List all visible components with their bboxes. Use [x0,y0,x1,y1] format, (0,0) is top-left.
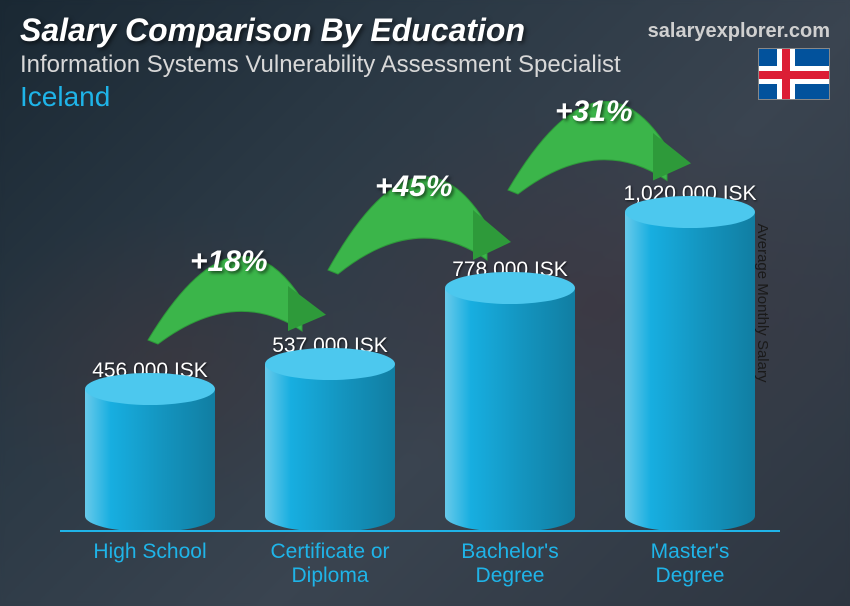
bar-group: 537,000 ISK Certificate orDiploma [255,334,405,532]
bar [445,288,575,532]
brand-watermark: salaryexplorer.com [648,20,830,43]
flag-icon [758,48,830,100]
bar-category-label: Bachelor'sDegree [430,540,590,588]
bar-chart: 456,000 ISK High School 537,000 ISK Cert… [60,140,780,586]
chart-baseline [60,530,780,532]
bar-category-label: Master'sDegree [610,540,770,588]
bar [625,212,755,532]
bar-category-label: High School [70,540,230,564]
bar-group: 456,000 ISK High School [75,359,225,532]
bar-group: 778,000 ISK Bachelor'sDegree [435,258,585,532]
chart-country: Iceland [20,81,830,113]
chart-subtitle: Information Systems Vulnerability Assess… [20,51,830,79]
bar [85,389,215,532]
bar-category-label: Certificate orDiploma [250,540,410,588]
bar [265,364,395,532]
bar-group: 1,020,000 ISK Master'sDegree [615,182,765,532]
